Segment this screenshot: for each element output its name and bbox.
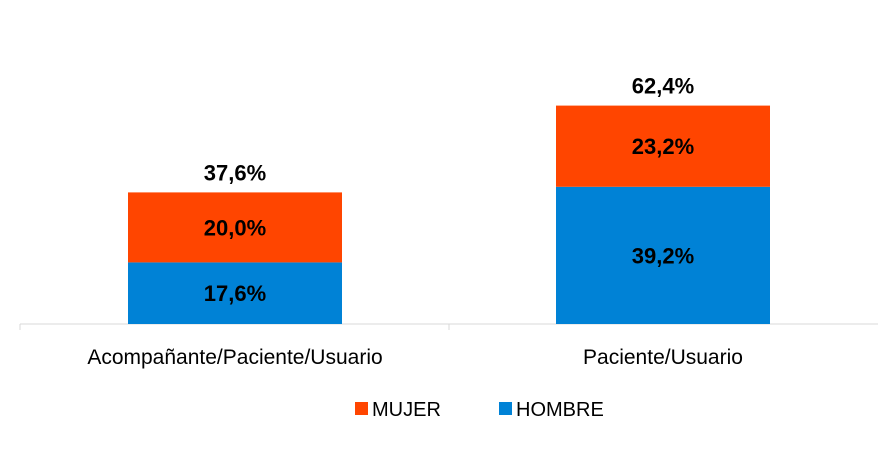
legend-label-mujer: MUJER [372,399,441,421]
legend-label-hombre: HOMBRE [516,399,604,421]
category-tick-label: Paciente/Usuario [583,346,743,369]
category-tick-label: Acompañante/Paciente/Usuario [87,346,382,369]
bar-segment-hombre [128,262,342,324]
segment-value-label: 17,6% [204,281,266,306]
legend-swatch-mujer [355,402,368,415]
legend: MUJER HOMBRE [355,399,604,421]
segment-value-label: 39,2% [632,243,694,268]
legend-swatch-hombre [499,402,512,415]
bar-segment-mujer [128,192,342,263]
bar-segment-hombre [556,186,770,324]
total-value-label: 37,6% [204,160,266,185]
bars-layer [128,105,770,324]
segment-value-label: 23,2% [632,134,694,159]
segment-value-label: 20,0% [204,215,266,240]
bar-segment-mujer [556,105,770,187]
total-value-label: 62,4% [632,74,694,99]
axis-layer [19,323,878,330]
labels-layer: 17,6% 20,0% 37,6% Acompañante/Paciente/Usua… [87,74,743,369]
